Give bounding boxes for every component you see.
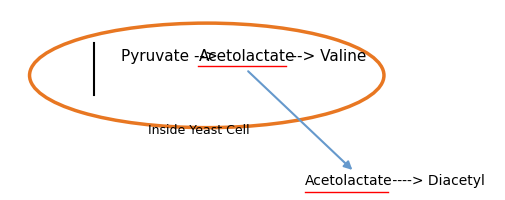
Text: ---> Valine: ---> Valine — [285, 49, 366, 63]
Text: Acetolactate: Acetolactate — [305, 173, 392, 187]
Text: Inside Yeast Cell: Inside Yeast Cell — [147, 124, 249, 136]
Text: Acetolactate: Acetolactate — [198, 49, 294, 63]
Text: Pyruvate -->: Pyruvate --> — [120, 49, 217, 63]
Text: ----> Diacetyl: ----> Diacetyl — [387, 173, 484, 187]
